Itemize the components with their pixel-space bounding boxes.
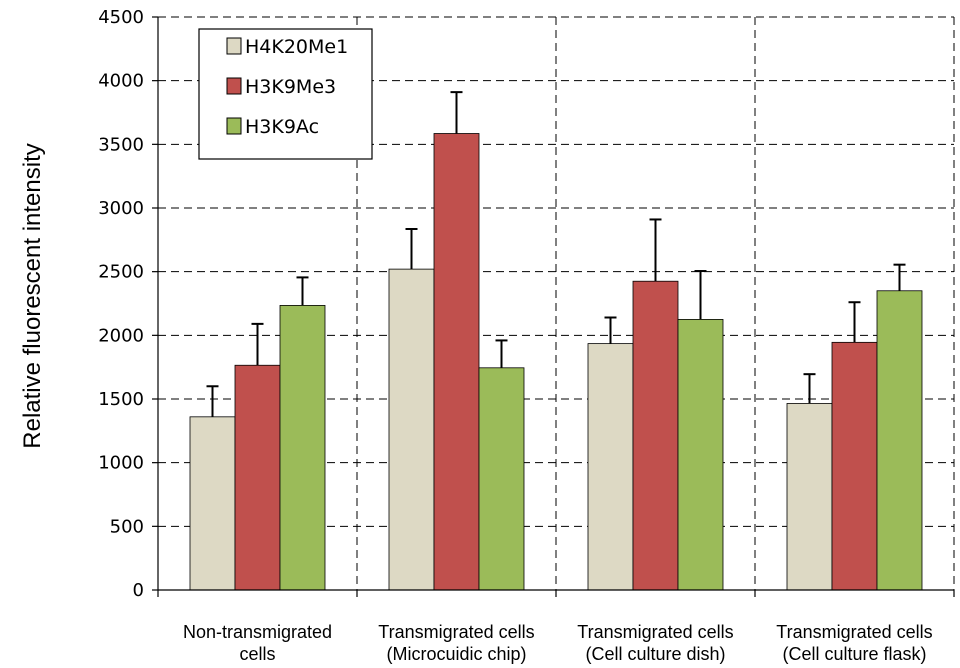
legend: H4K20Me1 H3K9Me3 H3K9Ac xyxy=(198,28,373,160)
y-tick-label: 4000 xyxy=(98,71,144,92)
axes xyxy=(152,16,955,597)
bar xyxy=(478,367,525,591)
x-category-label-line: (Cell culture dish) xyxy=(585,644,725,664)
y-tick-labels: 0 500 1000 1500 2000 2500 3000 3500 4000 4500 xyxy=(98,7,144,601)
bar xyxy=(831,341,878,591)
x-category-label-line: Transmigrated cells xyxy=(378,622,534,642)
y-tick-label: 0 xyxy=(133,580,144,601)
bars xyxy=(189,91,923,591)
bar xyxy=(677,319,724,591)
y-tick-label: 1000 xyxy=(98,453,144,474)
x-category-label: Transmigrated cells (Cell culture dish) xyxy=(577,622,733,664)
y-tick-label: 4500 xyxy=(98,7,144,28)
x-category-label-line: (Microcuidic chip) xyxy=(386,644,526,664)
x-category-label-line: Transmigrated cells xyxy=(577,622,733,642)
bar xyxy=(786,403,833,591)
bar xyxy=(876,290,923,591)
y-tick-label: 500 xyxy=(110,516,144,537)
y-tick-label: 2500 xyxy=(98,262,144,283)
y-tick-label: 3000 xyxy=(98,198,144,219)
bar xyxy=(279,305,326,591)
bar xyxy=(234,364,281,591)
bar xyxy=(189,416,236,591)
legend-swatch xyxy=(226,117,242,135)
bar xyxy=(433,133,480,591)
x-category-label-line: (Cell culture flask) xyxy=(782,644,926,664)
x-category-label: Transmigrated cells (Microcuidic chip) xyxy=(378,622,534,664)
legend-label: H3K9Me3 xyxy=(245,76,336,98)
bar xyxy=(632,280,679,591)
y-axis-title: Relative fluorescent intensity xyxy=(19,143,46,448)
x-category-label-line: Transmigrated cells xyxy=(776,622,932,642)
x-category-label: Transmigrated cells (Cell culture flask) xyxy=(776,622,932,664)
y-tick-label: 1500 xyxy=(98,389,144,410)
x-category-label: Non-transmigrated cells xyxy=(183,622,332,664)
bar xyxy=(388,268,435,591)
legend-label: H4K20Me1 xyxy=(245,36,348,58)
y-tick-label: 3500 xyxy=(98,134,144,155)
x-category-labels: Non-transmigrated cells Transmigrated cell… xyxy=(183,622,933,664)
legend-label: H3K9Ac xyxy=(245,116,319,138)
x-category-label-line: Non-transmigrated xyxy=(183,622,332,642)
legend-swatch xyxy=(226,37,242,55)
y-tick-label: 2000 xyxy=(98,325,144,346)
legend-swatch xyxy=(226,77,242,95)
x-category-label-line: cells xyxy=(239,644,275,664)
bar xyxy=(587,343,634,591)
